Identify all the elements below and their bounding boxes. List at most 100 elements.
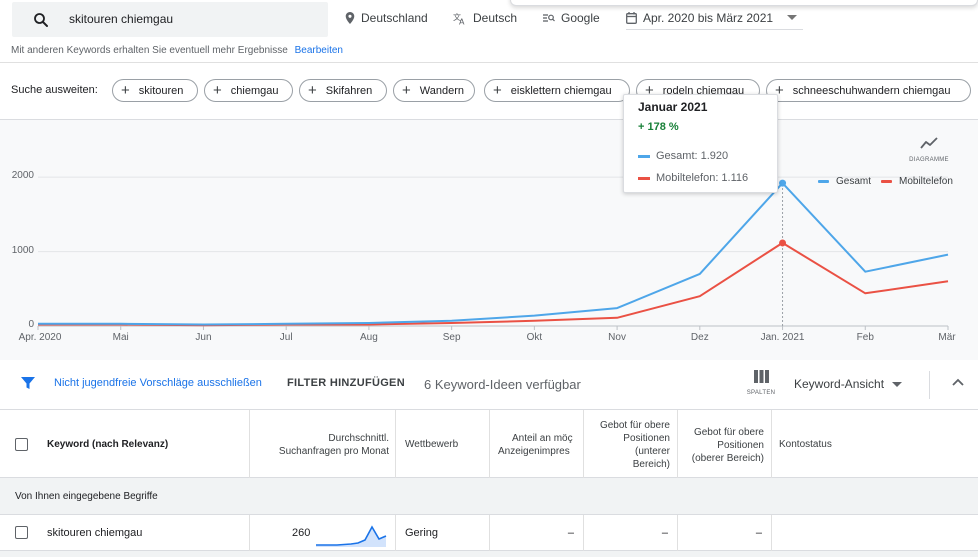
header-label: Kontostatus: [779, 439, 832, 450]
filter-icon[interactable]: [20, 375, 36, 391]
exclude-adult-link[interactable]: Nicht jugendfreie Vorschläge ausschließe…: [54, 377, 262, 389]
trending-chart-icon: [920, 137, 938, 149]
header-competition[interactable]: Wettbewerb: [396, 410, 490, 478]
keyword-hint: Mit anderen Keywords erhalten Sie eventu…: [11, 45, 343, 56]
chevron-up-icon[interactable]: [951, 377, 965, 387]
cell-competition: Gering: [396, 515, 490, 551]
tooltip-row-total: Gesamt: 1.920: [638, 150, 728, 162]
x-tick-label: Sep: [442, 332, 461, 343]
table-row[interactable]: skitouren chiemgau 260 Gering – – –: [0, 515, 978, 551]
expand-search-row: Suche ausweiten: + skitouren + chiemgau + S…: [0, 62, 978, 120]
filter-bar: Nicht jugendfreie Vorschläge ausschließe…: [0, 360, 978, 410]
chip-label: rodeln chiemgau: [662, 84, 745, 97]
x-tick-label: Nov: [608, 332, 626, 343]
legend-label: Mobiltelefon: [899, 176, 953, 187]
plus-icon: +: [493, 82, 502, 99]
chip-skitouren[interactable]: + skitouren: [112, 79, 198, 102]
x-tick-label: Apr. 2020: [18, 332, 62, 343]
header-label: Anteil an möç: [512, 433, 573, 444]
x-tick-label: Dez: [690, 332, 709, 343]
header-label: Durchschnittl.: [328, 433, 389, 444]
plus-icon: +: [645, 82, 654, 99]
x-tick-label: Okt: [526, 332, 543, 343]
chip-schneeschuhwandern-chiemgau[interactable]: + schneeschuhwandern chiemgau: [766, 79, 971, 102]
cell-keyword: skitouren chiemgau: [0, 515, 250, 551]
plus-icon: +: [213, 82, 222, 99]
select-all-checkbox[interactable]: [15, 438, 28, 451]
legend-item-mobile[interactable]: Mobiltelefon: [881, 176, 953, 187]
columns-icon: [753, 370, 769, 383]
x-tick-label: Jan. 2021: [760, 332, 805, 343]
columns-button[interactable]: SPALTEN: [743, 370, 779, 396]
table-footer-band: [0, 551, 978, 557]
table-header: Keyword (nach Relevanz) Durchschnittl. S…: [0, 410, 978, 478]
chart-tooltip: Januar 2021 + 178 % Gesamt: 1.920 Mobilt…: [623, 94, 778, 193]
legend-swatch: [818, 180, 829, 183]
keyword-search-input[interactable]: skitouren chiemgau: [12, 2, 328, 37]
search-volume-chart: [0, 120, 978, 360]
row-checkbox[interactable]: [15, 526, 28, 539]
chip-label: eisklettern chiemgau: [510, 84, 612, 97]
data-point-total: [779, 179, 787, 187]
header-label: Gebot für obere: [693, 427, 764, 438]
view-label: Keyword-Ansicht: [794, 377, 885, 391]
header-label: (unterer: [634, 446, 670, 457]
legend-item-total[interactable]: Gesamt: [818, 176, 871, 187]
cell-bid-low: –: [584, 515, 678, 551]
chip-skifahren[interactable]: + Skifahren: [299, 79, 387, 102]
group-header-row: Von Ihnen eingegebene Begriffe: [0, 478, 978, 515]
plus-icon: +: [402, 82, 411, 99]
chip-label: skitouren: [138, 84, 184, 97]
header-impression-share[interactable]: Anteil an möç Anzeigenimpres: [490, 410, 584, 478]
language-label: Deutsch: [473, 11, 518, 25]
header-keyword-label: Keyword (nach Relevanz): [47, 439, 169, 450]
network-label: Google: [561, 11, 600, 25]
chip-eisklettern-chiemgau[interactable]: + eisklettern chiemgau: [484, 79, 630, 102]
header-account-status[interactable]: Kontostatus: [772, 410, 978, 478]
header-keyword[interactable]: Keyword (nach Relevanz): [0, 410, 250, 478]
header-label: Suchanfragen pro Monat: [278, 446, 389, 457]
header-bid-high[interactable]: Gebot für obere Positionen (oberer Berei…: [678, 410, 772, 478]
cell-bid-high: –: [678, 515, 772, 551]
chart-type-toggle[interactable]: DIAGRAMME: [906, 136, 952, 163]
legend-label: Gesamt: [836, 176, 872, 187]
series-line-mobile: [38, 241, 949, 327]
header-label: Positionen: [717, 440, 764, 451]
cell-account-status: [772, 515, 978, 551]
trend-sparkline: [316, 525, 387, 547]
network-filter[interactable]: Google: [543, 11, 600, 25]
date-range-label: Apr. 2020 bis März 2021: [643, 11, 774, 25]
header-label: Wettbewerb: [405, 439, 459, 450]
header-label: Positionen: [623, 433, 670, 444]
divider: [929, 371, 930, 399]
tooltip-change: + 178 %: [638, 121, 679, 133]
hint-text: Mit anderen Keywords erhalten Sie eventu…: [11, 45, 288, 56]
columns-label: SPALTEN: [746, 390, 776, 396]
cell-impression-share: –: [490, 515, 584, 551]
chevron-down-icon: [787, 15, 797, 20]
data-point-mobile: [779, 239, 787, 247]
bid-high-value: –: [755, 527, 762, 539]
plus-icon: +: [775, 82, 784, 99]
edit-keywords-link[interactable]: Bearbeiten: [294, 45, 343, 56]
location-filter[interactable]: Deutschland: [345, 11, 428, 25]
calendar-icon: [626, 12, 637, 24]
header-bid-low[interactable]: Gebot für obere Positionen (unterer Bere…: [584, 410, 678, 478]
chip-label: Wandern: [419, 84, 464, 97]
header-label: Gebot für obere: [599, 420, 670, 431]
chip-label: chiemgau: [230, 84, 279, 97]
header-label: Anzeigenimpres: [498, 446, 570, 457]
chart-toggle-label: DIAGRAMME: [909, 157, 949, 163]
tooltip-swatch: [638, 154, 650, 158]
date-range-select[interactable]: Apr. 2020 bis März 2021: [626, 8, 803, 30]
add-filter-button[interactable]: FILTER HINZUFÜGEN: [287, 377, 405, 389]
group-label: Von Ihnen eingegebene Begriffe: [15, 491, 158, 502]
chip-chiemgau[interactable]: + chiemgau: [204, 79, 293, 102]
chip-wandern[interactable]: + Wandern: [393, 79, 475, 102]
search-icon: [34, 13, 48, 27]
header-avg-searches[interactable]: Durchschnittl. Suchanfragen pro Monat: [250, 410, 396, 478]
keyword-view-select[interactable]: Keyword-Ansicht: [794, 377, 903, 391]
header-label: Bereich): [632, 459, 670, 470]
chevron-down-icon: [892, 381, 903, 387]
